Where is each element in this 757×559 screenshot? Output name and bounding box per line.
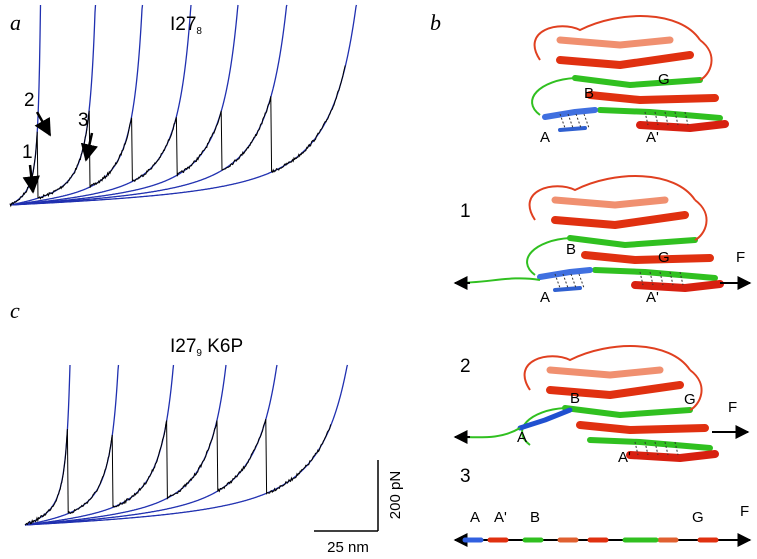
strand-label: G [692, 509, 704, 526]
title-main: I27 [170, 336, 196, 357]
strand-label: B [566, 241, 576, 258]
h-bond [575, 113, 582, 129]
strand-label: B [570, 390, 580, 407]
event-label: 1 [22, 142, 33, 163]
loop [689, 369, 703, 411]
loop [528, 175, 696, 221]
scale-label: 25 nm [327, 539, 369, 556]
wlc-fit [24, 364, 175, 526]
title-suffix: K6P [202, 336, 243, 357]
wlc-fit [24, 364, 120, 526]
strand-label: G [658, 249, 670, 266]
strand-label: A' [646, 289, 659, 306]
beta-strand [597, 107, 723, 121]
h-bond [559, 113, 566, 129]
force-trace [24, 418, 332, 526]
state-label: 2 [460, 356, 471, 377]
beta-strand [581, 251, 714, 264]
strand-label: B [584, 85, 594, 102]
strand-label: A' [646, 129, 659, 146]
beta-strand [626, 450, 719, 462]
state-label: 3 [460, 466, 471, 487]
beta-strand [592, 267, 718, 281]
beta-strand [537, 267, 593, 280]
panel-letter: c [10, 298, 20, 323]
state-label: 1 [460, 201, 471, 222]
h-bond [554, 273, 561, 289]
wlc-fit [25, 364, 278, 526]
h-bond [583, 113, 590, 129]
strand-label: A [517, 429, 527, 446]
strand-label: A' [618, 449, 631, 466]
event-arrow [34, 111, 52, 137]
loop [694, 199, 708, 241]
title-main: I27 [170, 14, 196, 35]
title-sub: 8 [196, 26, 202, 37]
wlc-fit [25, 364, 349, 526]
strand-label: G [658, 71, 670, 88]
beta-strand [587, 437, 713, 451]
force-trace [9, 65, 346, 208]
chain [454, 427, 521, 439]
beta-strand [542, 107, 598, 120]
beta-strand [551, 196, 669, 209]
beta-strand [546, 366, 664, 379]
beta-strand [586, 91, 719, 104]
beta-strand [546, 381, 684, 399]
panel-title: I279 K6P [170, 336, 243, 359]
strand-label: B [530, 509, 540, 526]
traces [9, 4, 358, 526]
beta-strand [556, 51, 694, 69]
title-sub: 9 [196, 348, 202, 359]
strand-label: A [540, 289, 550, 306]
force-label: F [728, 399, 737, 416]
proteins [453, 15, 752, 547]
beta-strand [553, 286, 582, 292]
h-bond [562, 273, 569, 289]
event-label: 3 [78, 110, 89, 131]
force-label: F [740, 503, 749, 520]
wlc-fit [10, 4, 288, 206]
strand-label: G [684, 391, 696, 408]
wlc-fit [9, 4, 97, 206]
beta-strand [572, 75, 703, 88]
h-bond [570, 273, 577, 289]
wlc-fit [10, 4, 358, 206]
wlc-fit [10, 4, 192, 206]
beta-strand [631, 280, 724, 292]
beta-strand [517, 407, 573, 431]
event-arrow [22, 164, 40, 194]
wlc-fit [9, 4, 144, 206]
beta-strand [558, 126, 587, 132]
h-bond [578, 273, 585, 289]
beta-strand [636, 120, 729, 132]
strand-label: A [470, 509, 480, 526]
wlc-fit [10, 4, 239, 206]
loop [521, 407, 566, 446]
beta-strand [562, 405, 693, 418]
wlc-fit [24, 364, 71, 526]
beta-strand [556, 36, 674, 49]
loop [533, 15, 701, 61]
event-label: 2 [24, 90, 35, 111]
h-bond [567, 113, 574, 129]
strand-label: A [540, 129, 550, 146]
panel-title: I278 [170, 14, 202, 37]
panel-letter: b [430, 10, 441, 35]
panel-letter: a [10, 10, 21, 35]
loop [699, 39, 713, 81]
beta-strand [551, 211, 689, 229]
beta-strand [576, 421, 709, 434]
strand-label: A' [494, 509, 507, 526]
force-label: F [736, 249, 745, 266]
loop [526, 237, 571, 276]
event-arrow [80, 132, 98, 162]
loop [523, 345, 691, 391]
beta-strand [567, 235, 698, 248]
loop [531, 77, 576, 116]
scale-label: 200 pN [387, 471, 404, 519]
